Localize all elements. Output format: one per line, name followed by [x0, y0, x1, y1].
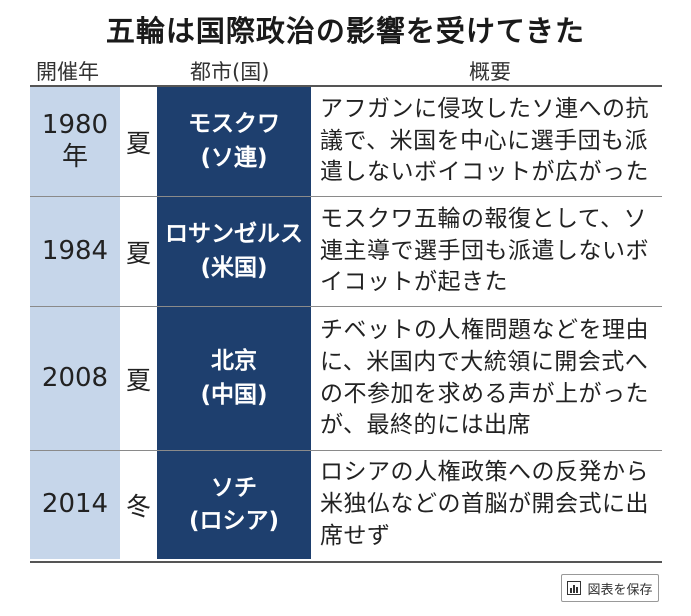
summary-text: アフガンに侵攻したソ連への抗議で、米国を中心に選手団も派遣しないボイコットが広が…	[320, 95, 649, 186]
season-cell: 夏	[120, 87, 157, 196]
summary-cell: ロシアの人権政策への反発から米独仏などの首脳が開会式に出席せず	[311, 451, 662, 559]
country-name: (中国)	[200, 381, 268, 408]
city-name: ロサンゼルス	[165, 221, 303, 248]
country-name: (ロシア)	[188, 508, 280, 534]
year-cell: 2008	[30, 307, 120, 450]
header-year: 開催年	[36, 60, 99, 84]
header-summary: 概要	[469, 60, 511, 84]
year-value: 2008	[41, 362, 109, 393]
table-row: 1984 夏 ロサンゼルス (米国) モスクワ五輪の報復として、ソ連主導で選手団…	[30, 197, 662, 307]
summary-cell: モスクワ五輪の報復として、ソ連主導で選手団も派遣しないボイコットが起きた	[311, 197, 662, 306]
summary-text: モスクワ五輪の報復として、ソ連主導で選手団も派遣しないボイコットが起きた	[320, 205, 649, 296]
city-name: 北京	[211, 348, 257, 375]
save-chart-button[interactable]: 図表を保存	[561, 574, 659, 602]
page-title: 五輪は国際政治の影響を受けてきた	[105, 14, 586, 48]
year-value: 1980	[41, 110, 109, 141]
city-cell: モスクワ (ソ連)	[157, 87, 311, 196]
city-cell: ロサンゼルス (米国)	[157, 197, 311, 306]
header-city: 都市(国)	[190, 60, 270, 84]
year-value: 1984	[41, 235, 109, 266]
year-suffix: 年	[61, 141, 88, 172]
save-chart-label: 図表を保存	[587, 582, 653, 598]
city-cell: ソチ (ロシア)	[157, 451, 311, 559]
season-cell: 夏	[120, 197, 157, 306]
city-cell: 北京 (中国)	[157, 307, 311, 450]
country-name: (ソ連)	[200, 144, 268, 171]
bar-chart-icon	[567, 581, 582, 595]
year-cell: 2014	[30, 451, 120, 559]
olympics-table: 1980 年 夏 モスクワ (ソ連) アフガンに侵攻したソ連への抗議で、米国を中…	[30, 85, 662, 563]
city-name: ソチ	[211, 474, 257, 501]
season-cell: 夏	[120, 307, 157, 450]
table-row: 2014 冬 ソチ (ロシア) ロシアの人権政策への反発から米独仏などの首脳が開…	[30, 451, 662, 559]
table-row: 1980 年 夏 モスクワ (ソ連) アフガンに侵攻したソ連への抗議で、米国を中…	[30, 87, 662, 197]
year-cell: 1984	[30, 197, 120, 306]
summary-cell: アフガンに侵攻したソ連への抗議で、米国を中心に選手団も派遣しないボイコットが広が…	[311, 87, 662, 196]
city-name: モスクワ	[188, 111, 280, 138]
year-value: 2014	[41, 489, 109, 520]
summary-text: ロシアの人権政策への反発から米独仏などの首脳が開会式に出席せず	[320, 459, 649, 549]
season-cell: 冬	[120, 451, 157, 559]
country-name: (米国)	[200, 254, 268, 281]
table-row: 2008 夏 北京 (中国) チベットの人権問題などを理由に、米国内で大統領に開…	[30, 307, 662, 451]
summary-cell: チベットの人権問題などを理由に、米国内で大統領に開会式への不参加を求める声が上が…	[311, 307, 662, 450]
year-cell: 1980 年	[30, 87, 120, 196]
summary-text: チベットの人権問題などを理由に、米国内で大統領に開会式への不参加を求める声が上が…	[320, 317, 649, 439]
